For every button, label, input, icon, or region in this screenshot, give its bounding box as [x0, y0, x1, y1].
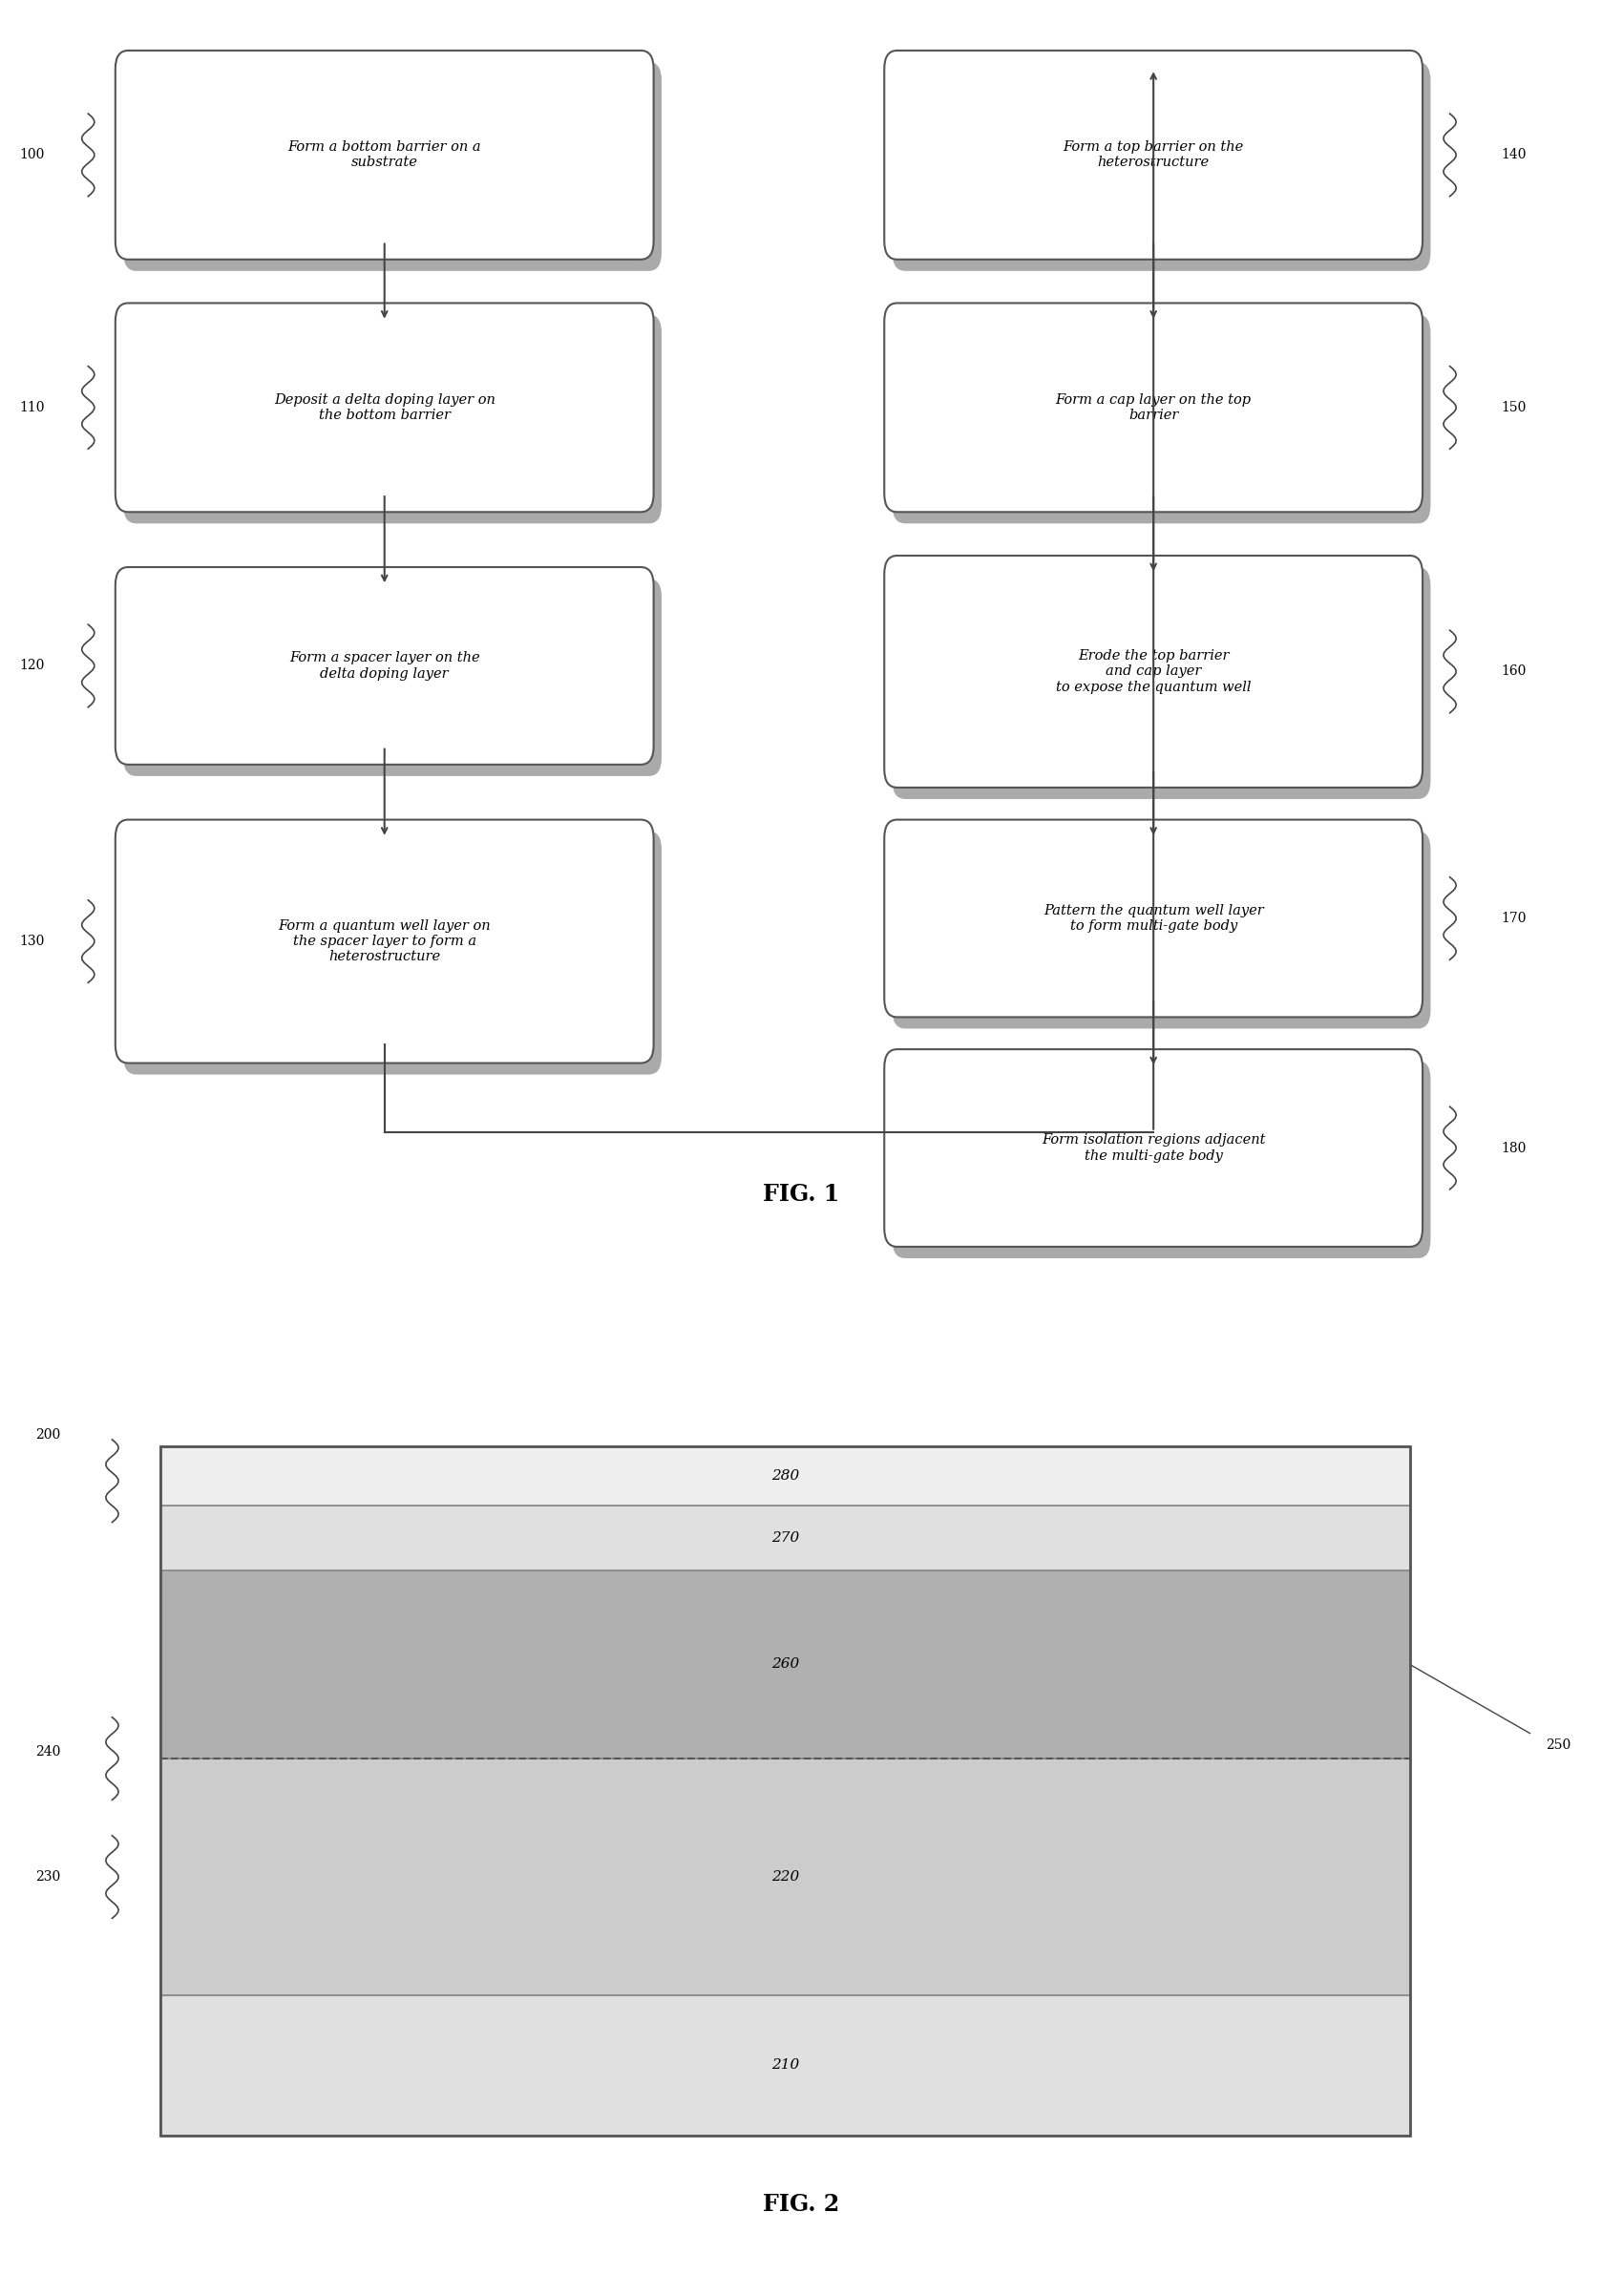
FancyBboxPatch shape	[884, 1049, 1423, 1247]
Text: Form a quantum well layer on
the spacer layer to form a
heterostructure: Form a quantum well layer on the spacer …	[279, 918, 490, 964]
FancyBboxPatch shape	[115, 567, 654, 765]
Bar	[160, 1995, 1410, 2135]
Text: FIG. 2: FIG. 2	[763, 2193, 839, 2216]
Text: 250: 250	[1546, 1738, 1572, 1752]
Text: 100: 100	[19, 149, 45, 161]
FancyBboxPatch shape	[884, 556, 1423, 788]
FancyBboxPatch shape	[884, 303, 1423, 512]
Text: Form isolation regions adjacent
the multi-gate body: Form isolation regions adjacent the mult…	[1041, 1134, 1266, 1162]
FancyBboxPatch shape	[123, 579, 662, 776]
Bar	[160, 1759, 1410, 1995]
Text: Deposit a delta doping layer on
the bottom barrier: Deposit a delta doping layer on the bott…	[274, 393, 495, 422]
Text: 170: 170	[1501, 912, 1527, 925]
Text: Form a top barrier on the
heterostructure: Form a top barrier on the heterostructur…	[1064, 140, 1243, 170]
Text: 240: 240	[35, 1745, 61, 1759]
Text: Erode the top barrier
and cap layer
to expose the quantum well: Erode the top barrier and cap layer to e…	[1056, 650, 1251, 693]
FancyBboxPatch shape	[123, 62, 662, 271]
Text: 220: 220	[771, 1871, 799, 1883]
Text: 280: 280	[771, 1469, 799, 1483]
FancyBboxPatch shape	[115, 51, 654, 259]
Text: Form a bottom barrier on a
substrate: Form a bottom barrier on a substrate	[288, 140, 481, 170]
FancyBboxPatch shape	[884, 51, 1423, 259]
FancyBboxPatch shape	[892, 315, 1431, 523]
Text: 260: 260	[771, 1658, 799, 1671]
FancyBboxPatch shape	[115, 303, 654, 512]
Text: 210: 210	[771, 2060, 799, 2071]
Text: Form a cap layer on the top
barrier: Form a cap layer on the top barrier	[1056, 393, 1251, 422]
Text: Pattern the quantum well layer
to form multi-gate body: Pattern the quantum well layer to form m…	[1043, 905, 1264, 932]
Text: 230: 230	[35, 1871, 61, 1883]
Text: 270: 270	[771, 1531, 799, 1545]
Text: Form a spacer layer on the
delta doping layer: Form a spacer layer on the delta doping …	[290, 652, 479, 680]
Text: 160: 160	[1501, 666, 1527, 677]
FancyBboxPatch shape	[115, 820, 654, 1063]
FancyBboxPatch shape	[892, 567, 1431, 799]
Bar	[160, 1446, 1410, 1506]
Bar	[160, 1506, 1410, 1570]
Text: 200: 200	[35, 1428, 61, 1442]
Text: 120: 120	[19, 659, 45, 673]
FancyBboxPatch shape	[123, 315, 662, 523]
Text: 130: 130	[19, 934, 45, 948]
Text: 180: 180	[1501, 1141, 1527, 1155]
FancyBboxPatch shape	[892, 62, 1431, 271]
FancyBboxPatch shape	[884, 820, 1423, 1017]
Text: FIG. 1: FIG. 1	[763, 1182, 839, 1205]
Bar	[160, 1570, 1410, 1759]
FancyBboxPatch shape	[892, 831, 1431, 1029]
Bar	[160, 1446, 1410, 2135]
FancyBboxPatch shape	[123, 831, 662, 1075]
Text: 150: 150	[1501, 402, 1527, 413]
FancyBboxPatch shape	[892, 1061, 1431, 1258]
Text: 110: 110	[19, 402, 45, 413]
Text: 140: 140	[1501, 149, 1527, 161]
